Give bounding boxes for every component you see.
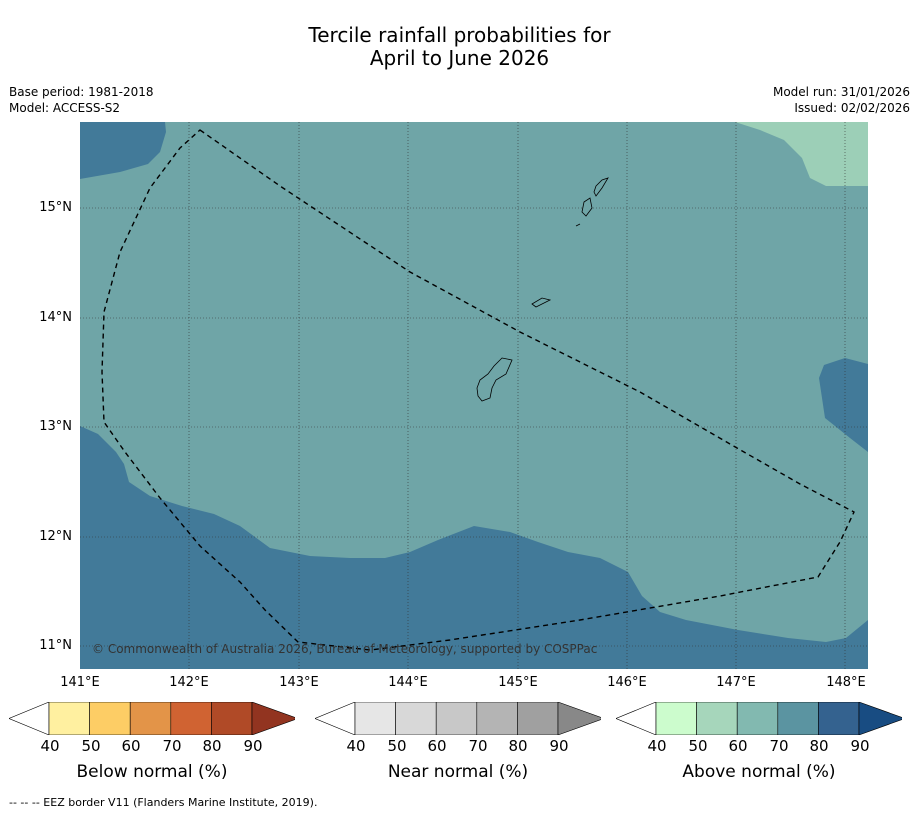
colorbar-segment [696,702,738,735]
title-line-2: April to June 2026 [369,46,550,70]
y-tick-15n: 15°N [39,200,72,215]
region-bottom [80,426,868,669]
colorbar-segment [170,702,212,735]
colorbar-extend-high [858,702,902,735]
guam-island [476,357,513,402]
colorbar-below-normal [9,702,295,735]
y-tick-14n: 14°N [39,310,72,325]
colorbar-segment [129,702,172,735]
y-tick-13n: 13°N [39,419,72,434]
cb-below-title: Below normal (%) [76,762,228,782]
cb-below-tick-40: 40 [40,737,60,755]
cb-above-tick-40: 40 [647,737,667,755]
y-tick-11n: 11°N [39,638,72,653]
title-line-1: Tercile rainfall probabilities for [308,23,611,47]
cb-near-tick-80: 80 [508,737,528,755]
x-tick-146e: 146°E [607,675,647,690]
colorbar-segment [211,702,253,735]
model-run: Model run: 31/01/2026 [772,85,910,99]
region-right-middle [819,358,868,452]
eez-footer-note: -- -- -- EEZ border V11 (Flanders Marine… [9,796,318,809]
copyright-text: © Commonwealth of Australia 2026, Bureau… [92,642,598,656]
cb-below-tick-50: 50 [81,737,101,755]
colorbar-segment [818,702,860,735]
colorbar-extend-high [557,702,601,735]
cb-near-tick-90: 90 [549,737,569,755]
colorbar-segment [435,702,478,735]
cb-above-tick-80: 80 [809,737,829,755]
colorbar-extend-high [251,702,295,735]
colorbar-segment [655,702,697,735]
saipan-island [593,177,609,197]
cb-above-title: Above normal (%) [682,762,836,782]
cb-above-tick-70: 70 [769,737,789,755]
cb-above-tick-60: 60 [728,737,748,755]
map-gridlines [80,122,868,669]
tinian-island [581,197,593,217]
x-tick-145e: 145°E [498,675,538,690]
colorbar-segment [354,702,396,735]
cb-near-tick-50: 50 [387,737,407,755]
y-tick-12n: 12°N [39,529,72,544]
cb-near-tick-40: 40 [346,737,366,755]
cb-below-tick-70: 70 [162,737,182,755]
x-tick-144e: 144°E [388,675,428,690]
aguijan-island [575,223,581,227]
cb-above-tick-90: 90 [850,737,870,755]
x-tick-148e: 148°E [826,675,866,690]
model-name: Model: ACCESS-S2 [9,101,121,115]
colorbar-segment [48,702,90,735]
x-tick-143e: 143°E [279,675,319,690]
colorbar-segment [777,702,819,735]
cb-below-tick-80: 80 [202,737,222,755]
cb-below-tick-90: 90 [243,737,263,755]
cb-near-title: Near normal (%) [387,762,529,782]
rainfall-map [80,122,868,669]
rota-island [531,297,552,308]
cb-near-tick-60: 60 [427,737,447,755]
region-top-left [80,122,166,179]
issued-date: Issued: 02/02/2026 [794,101,910,115]
colorbar-extend-low [315,702,356,735]
colorbar-extend-low [9,702,50,735]
colorbar-segment [517,702,559,735]
cb-near-tick-70: 70 [468,737,488,755]
colorbar-segment [736,702,779,735]
meta-right: Model run: 31/01/2026 Issued: 02/02/2026 [773,84,910,116]
region-top-right [735,122,868,186]
meta-left: Base period: 1981-2018 Model: ACCESS-S2 [9,84,154,116]
cb-below-tick-60: 60 [121,737,141,755]
cb-above-tick-50: 50 [688,737,708,755]
colorbar-segment [395,702,437,735]
colorbar-extend-low [616,702,657,735]
x-tick-142e: 142°E [169,675,209,690]
colorbar-near-normal [315,702,601,735]
base-period: Base period: 1981-2018 [9,85,154,99]
colorbar-segment [89,702,131,735]
colorbar-segment [476,702,518,735]
x-tick-147e: 147°E [716,675,756,690]
colorbar-above-normal [616,702,902,735]
x-tick-141e: 141°E [60,675,100,690]
